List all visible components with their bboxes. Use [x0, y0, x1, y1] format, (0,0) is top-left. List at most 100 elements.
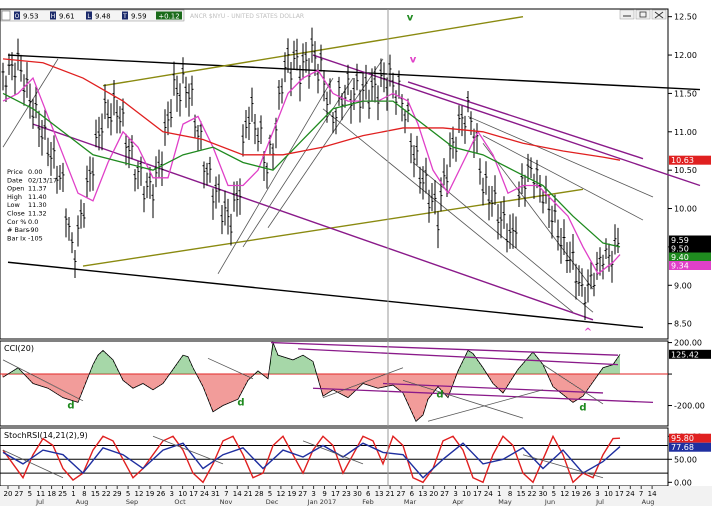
sma-slow-line: [2, 58, 621, 161]
x-day-label: 23: [342, 490, 351, 498]
x-day-label: 17: [189, 490, 198, 498]
pivot-marker: v: [410, 55, 417, 66]
trendline-black: [7, 261, 644, 329]
cci-divergence-marker: d: [67, 401, 74, 412]
x-day-label: 1: [71, 490, 75, 498]
stochrsi-title: StochRSI(14,21(2),9): [4, 431, 88, 440]
stochrsi-last-value-badge: [669, 442, 711, 452]
price-y-tick-label: 11.00: [674, 128, 697, 137]
x-day-label: 7: [639, 490, 643, 498]
x-day-label: 5: [268, 490, 272, 498]
x-month-label: Jul: [35, 498, 44, 506]
x-day-label: 12: [135, 490, 144, 498]
x-day-label: 3: [311, 490, 315, 498]
price-y-tick-label: 9.00: [674, 281, 692, 290]
x-month-label: Nov: [220, 498, 233, 506]
trendline-gray: [217, 77, 334, 274]
cci-trendline-gray: [427, 389, 544, 422]
price-panel: vv^ 12.5012.0011.5011.0010.5010.009.509.…: [0, 8, 711, 340]
x-day-label: 9: [322, 490, 326, 498]
x-day-label: 8: [82, 490, 86, 498]
stochrsi-y-tick-label: 50.00: [674, 455, 697, 464]
x-day-label: 13: [418, 490, 427, 498]
x-month-label: Mar: [404, 498, 417, 506]
x-day-label: 17: [331, 490, 340, 498]
x-day-label: 19: [571, 490, 580, 498]
x-month-label: Oct: [174, 498, 186, 506]
data-window-value: 11.40: [28, 193, 47, 201]
cci-last-value-label: 125.42: [671, 350, 699, 359]
pivot-marker: v: [407, 13, 414, 24]
x-axis: 20 27 5 11 18 25 1 8 15 22 29 5 12 19 26 3 10 17 24 31 7 14 21…: [0, 486, 712, 506]
cci-trendline-purple: [382, 382, 604, 394]
symbol-watermark: ANCR $NYU - UNITED STATES DOLLAR: [190, 13, 304, 20]
last-value-label: 9.50: [671, 245, 689, 254]
x-day-label: 15: [91, 490, 100, 498]
trendline-black: [7, 54, 701, 91]
trendline-gray: [467, 116, 654, 198]
last-value-label: 9.40: [671, 253, 689, 262]
stochrsi-panel: StochRSI(14,21(2),9) 100.0050.000.0095.8…: [0, 427, 711, 487]
x-day-label: 11: [36, 490, 45, 498]
x-month-label: Apr: [452, 498, 464, 506]
last-value-label: 9.59: [671, 236, 689, 245]
x-day-label: 10: [178, 490, 187, 498]
last-value-badge: [669, 244, 711, 253]
data-window-label: Date: [7, 176, 23, 184]
window-controls: [619, 9, 667, 20]
trendline-olive: [102, 15, 524, 87]
ohlc-field-value: 9.61: [59, 13, 75, 21]
trendline-gray: [267, 58, 384, 228]
data-window-label: Price: [7, 168, 23, 176]
x-month-label: Jun: [544, 498, 555, 506]
x-month-label: Sep: [126, 498, 138, 506]
x-day-label: 12: [560, 490, 569, 498]
x-day-label: 10: [462, 490, 471, 498]
maximize-button[interactable]: [635, 9, 651, 20]
stochrsi-last-value-badge: [669, 433, 711, 443]
x-day-label: 6: [410, 490, 415, 498]
ohlc-field-value: 9.53: [23, 13, 39, 21]
data-window: Price 0.00 Date 02/13/17 Open 11.37 High 11.40 L…: [4, 166, 57, 246]
cci-trendline-purple: [270, 341, 619, 356]
ohlc-field-letter: T: [122, 13, 127, 20]
data-window-value: 0.00: [28, 168, 42, 176]
data-window-value: -90: [28, 226, 39, 234]
change-value: +0.12: [158, 13, 179, 21]
maximize-icon: [639, 11, 647, 18]
close-icon: [654, 11, 664, 19]
minimize-button[interactable]: [619, 9, 635, 20]
last-value-badge: [669, 155, 711, 165]
cci-trendline-gray: [207, 357, 254, 380]
x-day-label: 3: [453, 490, 457, 498]
x-day-label: 19: [145, 490, 154, 498]
x-day-label: 22: [102, 490, 111, 498]
x-day-label: 26: [156, 490, 165, 498]
stochrsi-trendline: [522, 454, 604, 479]
x-month-label: Jul: [595, 498, 604, 506]
ohlc-field-value: 9.48: [95, 13, 111, 21]
data-window-label: Low: [7, 201, 20, 209]
stochrsi-trendline: [2, 449, 64, 479]
stochrsi-d-line: [2, 442, 621, 479]
cci-trendline-gray: [322, 367, 404, 399]
x-day-label: 24: [626, 490, 635, 498]
x-day-label: 10: [604, 490, 613, 498]
x-day-label: 26: [582, 490, 591, 498]
x-month-label: Aug: [642, 498, 655, 506]
x-month-label: Jan 2017: [307, 498, 337, 506]
x-day-label: 5: [552, 490, 556, 498]
ohlc-toolbar: O 9.53 H 9.61 L 9.48 T 9.59 +0.12 ANCR $NYU - UN…: [0, 9, 304, 22]
x-day-label: 20: [429, 490, 438, 498]
last-value-label: 9.34: [671, 262, 689, 271]
toolbar-toggle-button[interactable]: [1, 10, 11, 21]
trendline-gray: [412, 162, 594, 313]
cci-divergence-marker: d: [436, 390, 443, 401]
data-window-label: High: [7, 193, 22, 201]
sma-fast-line: [2, 69, 621, 275]
x-day-label: 30: [353, 490, 362, 498]
x-day-label: 3: [595, 490, 599, 498]
x-day-label: 21: [244, 490, 253, 498]
x-day-label: 27: [14, 490, 23, 498]
